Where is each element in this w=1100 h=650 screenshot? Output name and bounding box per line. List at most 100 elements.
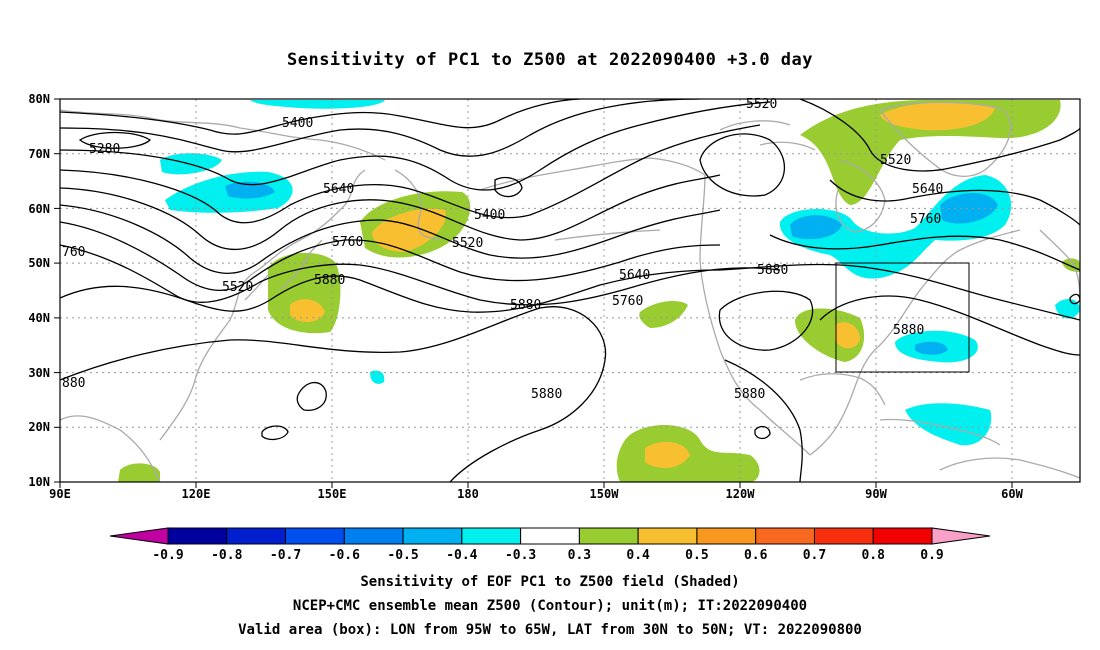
colorbar-tick-label: 0.5 [685, 548, 708, 563]
contour-f [60, 204, 721, 274]
sensitivity-shading [118, 100, 1080, 482]
contour-small-2 [261, 425, 289, 441]
caption-line-3: Valid area (box): LON from 95W to 65W, L… [238, 622, 862, 638]
colorbar-tick-label: 0.4 [626, 548, 650, 563]
coastlines [60, 101, 1080, 482]
contour-label: 5520 [452, 236, 483, 251]
lat-labels: 80N 70N 60N 50N 40N 30N 20N 10N [28, 92, 50, 489]
colorbar-labels: -0.9 -0.8 -0.7 -0.6 -0.5 -0.4 -0.3 0.3 0.4 0.5 0.6… [152, 548, 943, 563]
colorbar-tick-label: -0.9 [152, 548, 183, 563]
lon-label: 180 [457, 487, 479, 501]
colorbar-tick-label: -0.5 [387, 548, 418, 563]
coast-korea-japan [244, 239, 323, 301]
coast-na-west [699, 174, 811, 456]
contour-label: 5760 [612, 294, 643, 309]
colorbar-tick-label: -0.7 [270, 548, 301, 563]
lon-label: 150E [318, 487, 347, 501]
contour-small-5 [1069, 293, 1080, 305]
z500-contours [60, 99, 1080, 482]
lon-label: 60W [1001, 487, 1023, 501]
shade-neg-siberia-2b [225, 181, 275, 199]
contour-canada-1 [699, 133, 786, 197]
coast-asia-north [60, 109, 386, 161]
shade-pos-pac-east [639, 300, 688, 328]
shade-pos-japan-core [290, 299, 325, 323]
colorbar: -0.9 -0.8 -0.7 -0.6 -0.5 -0.4 -0.3 0.3 0.4 0.5 0.6… [109, 527, 991, 563]
contour-labels: 5280 5400 5520 5640 5760 5880 5400 5520 … [62, 97, 943, 402]
valid-area-box [835, 262, 970, 373]
contour-5880-main [60, 263, 1080, 321]
coast-na-east [809, 229, 1021, 456]
lat-label: 20N [28, 420, 50, 434]
lon-label: 150W [590, 487, 620, 501]
coast-kamchatka [394, 169, 441, 239]
contour-label: 5400 [474, 208, 505, 223]
coast-caribbean [879, 418, 1001, 446]
contour-label: 5880 [757, 263, 788, 278]
shade-pos-gulf [795, 308, 865, 362]
contour-label: 5880 [531, 387, 562, 402]
colorbar-swatch [226, 527, 287, 545]
contour-label: 5880 [734, 387, 765, 402]
plot-title: Sensitivity of PC1 to Z500 at 2022090400… [286, 50, 813, 70]
axis-ticks [54, 98, 1013, 488]
contour-label: 880 [62, 376, 85, 391]
contour-label: 5880 [510, 298, 541, 313]
coast-south-america [939, 457, 1080, 479]
colorbar-tick-label: 0.8 [861, 548, 885, 563]
shade-neg-pac [370, 370, 385, 384]
contour-e [60, 174, 721, 251]
lat-label: 60N [28, 202, 50, 216]
contour-canada-4 [769, 234, 1080, 271]
contour-label: 5760 [332, 235, 363, 250]
coast-arctic-islands [719, 120, 816, 151]
colorbar-swatch [813, 527, 874, 545]
shade-pos-kamchatka-core [372, 208, 446, 252]
contour-canada-3 [829, 179, 1080, 226]
colorbar-tick-label: 0.6 [744, 548, 768, 563]
contour-5280 [78, 131, 152, 149]
shade-pos-greenland [800, 100, 1061, 205]
shade-neg-atl [1055, 298, 1080, 319]
colorbar-swatch [637, 527, 698, 545]
contour-label: 5640 [912, 182, 943, 197]
colorbar-tick-label: 0.9 [920, 548, 943, 563]
coast-alaska [479, 157, 706, 241]
lat-label: 40N [28, 311, 50, 325]
contour-a [60, 99, 581, 135]
shade-pos-southchina [118, 463, 160, 482]
contour-label: 5760 [910, 212, 941, 227]
contour-small-4 [494, 177, 523, 198]
contour-label: 5280 [89, 142, 120, 157]
coast-europe [1039, 229, 1080, 301]
contour-label: 5520 [746, 97, 777, 112]
contour-g [60, 221, 721, 291]
contour-label: 5640 [619, 268, 650, 283]
colorbar-swatch [872, 527, 933, 545]
contour-label: 5880 [893, 323, 924, 338]
colorbar-tick-label: 0.7 [803, 548, 826, 563]
colorbar-boxes [167, 527, 933, 545]
contour-d [60, 124, 761, 224]
contour-c [60, 101, 771, 191]
caption-line-2: NCEP+CMC ensemble mean Z500 (Contour); u… [292, 598, 808, 614]
colorbar-tick-label: -0.4 [446, 548, 477, 563]
plot-frame [59, 98, 1081, 483]
colorbar-tick-label: -0.3 [505, 548, 536, 563]
lon-labels: 90E 120E 150E 180 150W 120W 90W 60W [49, 487, 1023, 501]
colorbar-tick-label: -0.8 [211, 548, 242, 563]
grid-lines [60, 99, 1080, 482]
contour-5880-east [724, 359, 803, 482]
contour-small-1 [296, 381, 327, 411]
shade-pos-hawaii-core [645, 441, 690, 468]
lon-label: 120E [182, 487, 211, 501]
colorbar-swatch [520, 527, 580, 545]
contour-label: 5520 [222, 280, 253, 295]
lat-label: 10N [28, 475, 50, 489]
lat-label: 30N [28, 366, 50, 380]
lon-label: 90E [49, 487, 71, 501]
contour-5880-low [718, 290, 814, 351]
colorbar-swatch [578, 527, 639, 545]
shade-pos-greenland-core [880, 102, 995, 131]
colorbar-right-arrow [931, 527, 991, 545]
